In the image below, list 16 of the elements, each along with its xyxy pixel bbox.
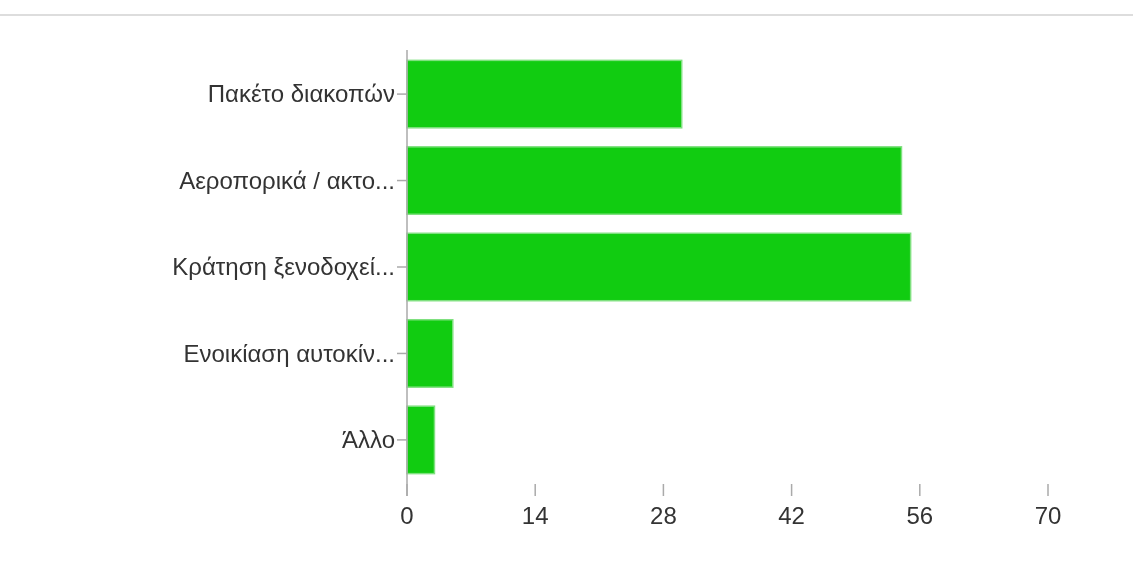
x-tick-label: 0 [400,502,414,529]
x-tick-label: 42 [778,502,805,529]
y-tick-label: Άλλο [341,426,395,454]
y-tick-label: Ενοικίαση αυτοκίν... [183,339,395,367]
x-tick-label: 56 [906,502,934,529]
x-tick-label: 14 [521,502,549,529]
bar [406,405,436,475]
x-tick-label: 28 [650,502,677,529]
x-tick-label: 70 [1034,502,1062,529]
y-tick-label: Πακέτο διακοπών [207,80,395,108]
bar [406,59,683,129]
y-tick-label: Αεροπορικά / ακτο... [179,166,395,194]
bar [406,146,903,216]
bar [406,318,454,388]
bar [406,232,912,302]
y-tick-label: Κράτηση ξενοδοχεί... [172,253,395,281]
